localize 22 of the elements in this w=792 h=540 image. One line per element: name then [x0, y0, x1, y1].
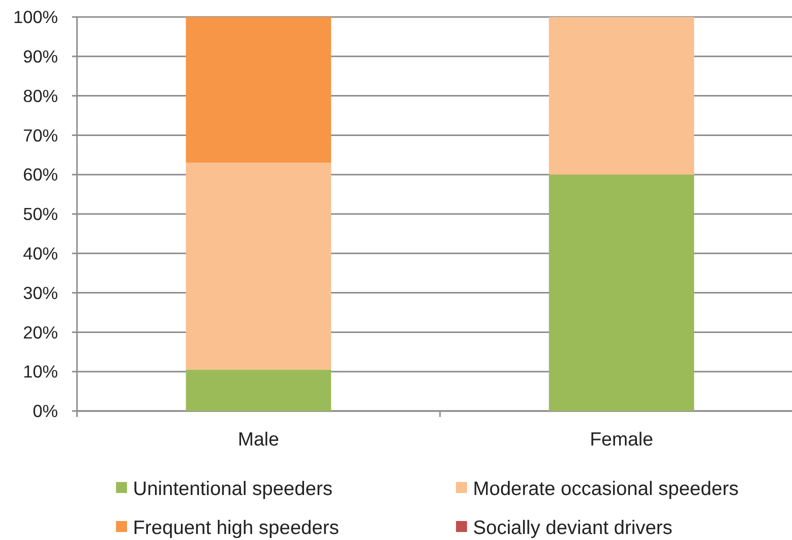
y-tick-label: 0% [32, 401, 58, 422]
bar [186, 17, 332, 163]
y-tick-label: 50% [22, 204, 58, 224]
legend-label: Unintentional speeders [133, 478, 333, 500]
y-tick-label: 100% [13, 7, 58, 28]
y-tick-label: 60% [22, 164, 58, 185]
y-tick-label: 40% [22, 244, 58, 264]
bar [548, 17, 694, 175]
legend-label: Socially deviant drivers [473, 516, 673, 539]
bar [548, 174, 694, 411]
legend-label: Moderate occasional speeders [473, 478, 739, 500]
bar [186, 370, 332, 411]
y-tick-label: 10% [22, 362, 58, 382]
bar [186, 162, 332, 370]
y-tick-label: 80% [22, 86, 58, 106]
y-tick-label: 70% [22, 125, 58, 146]
x-tick-label: Female [590, 430, 654, 451]
x-tick-label: Male [238, 430, 280, 451]
y-tick-label: 20% [22, 322, 58, 342]
legend-label: Frequent high speeders [133, 516, 340, 539]
y-tick-label: 30% [22, 282, 58, 303]
y-tick-label: 90% [22, 46, 58, 67]
